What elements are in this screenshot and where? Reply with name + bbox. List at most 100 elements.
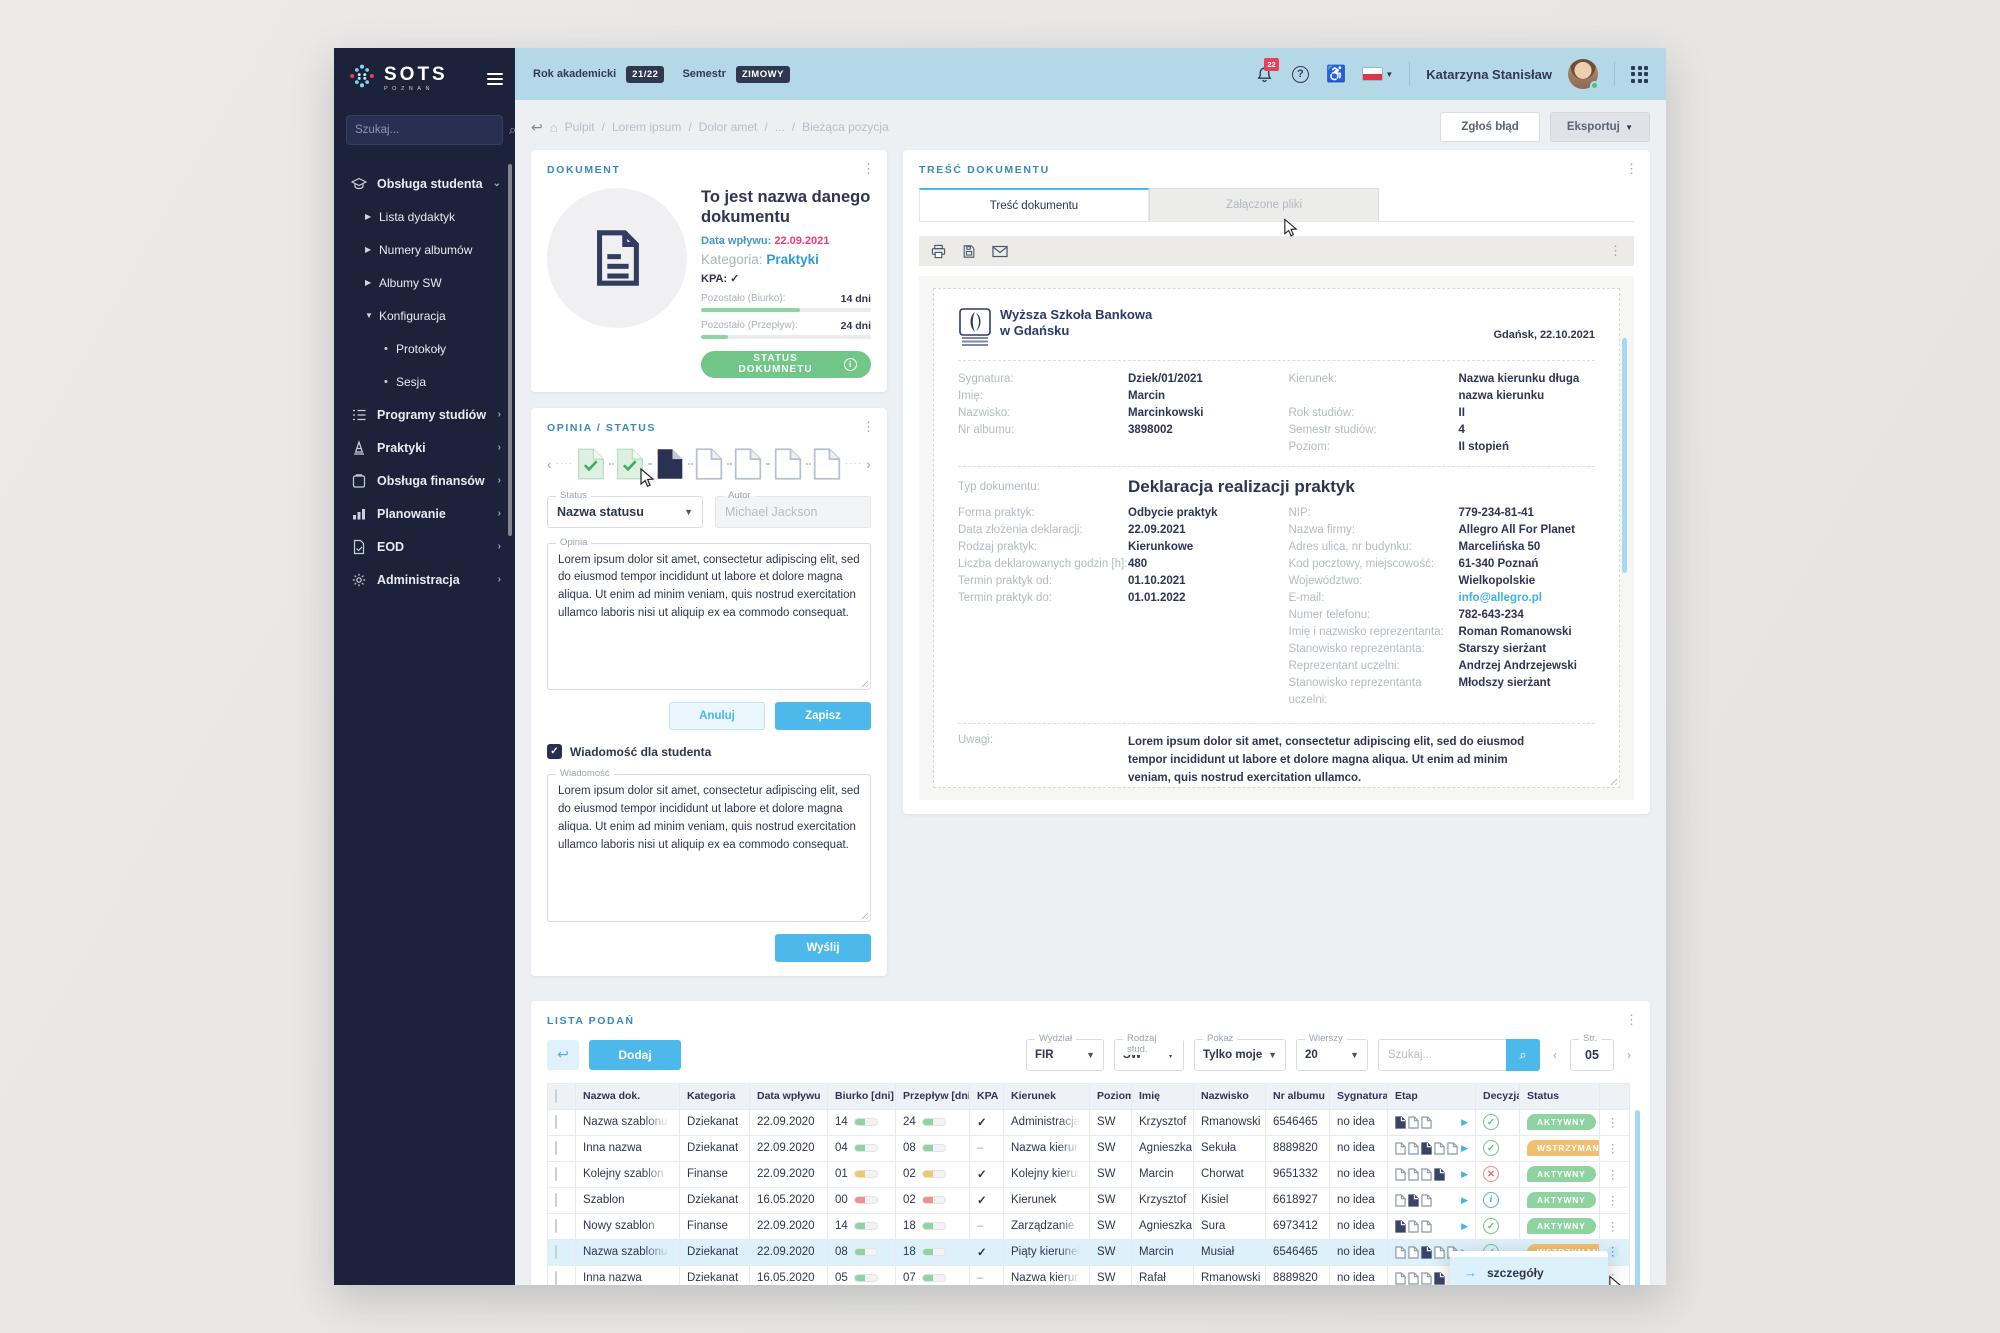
user-avatar[interactable] xyxy=(1568,59,1599,90)
column-header[interactable]: Sygnatura xyxy=(1329,1082,1388,1110)
row-menu-icon[interactable]: ⋮ xyxy=(1607,1169,1619,1182)
status-step-todo-icon[interactable] xyxy=(813,447,841,480)
sidebar-item-administracja[interactable]: Administracja › xyxy=(334,563,515,596)
home-icon[interactable]: ⌂ xyxy=(549,119,558,135)
sidebar-item-eod[interactable]: EOD › xyxy=(334,530,515,563)
row-checkbox[interactable] xyxy=(555,1167,557,1182)
notifications-bell-icon[interactable]: 22 xyxy=(1254,58,1279,84)
report-bug-button[interactable]: Zgłoś błąd xyxy=(1440,112,1540,142)
row-checkbox[interactable] xyxy=(555,1141,557,1156)
column-header[interactable]: Kategoria xyxy=(679,1082,750,1110)
play-icon[interactable]: ▶ xyxy=(1461,1116,1468,1127)
list-back-button[interactable]: ↩ xyxy=(547,1039,579,1070)
row-checkbox[interactable] xyxy=(555,1193,557,1208)
play-icon[interactable]: ▶ xyxy=(1461,1168,1468,1179)
back-icon[interactable]: ↩ xyxy=(531,118,543,135)
status-select[interactable]: Status Nazwa statusu ▼ xyxy=(547,489,703,528)
status-step-todo-icon[interactable] xyxy=(734,447,762,480)
column-header[interactable]: Nazwisko xyxy=(1193,1082,1266,1110)
save-button[interactable]: Zapisz xyxy=(775,702,871,731)
column-header[interactable]: Decyzja xyxy=(1475,1082,1520,1110)
sidebar-item-sesja[interactable]: • Sesja xyxy=(334,365,515,398)
status-step-todo-icon[interactable] xyxy=(774,447,802,480)
column-header[interactable]: Biurko [dni] xyxy=(827,1082,896,1110)
sidebar-item-obs-uga-finans-w[interactable]: Obsługa finansów › xyxy=(334,464,515,497)
table-row[interactable]: Szablon Dziekanat 16.05.2020 00 02 ✓ Kierune… xyxy=(547,1186,1630,1214)
page-prev-icon[interactable]: ‹ xyxy=(1553,1047,1557,1062)
stepper-next-icon[interactable]: › xyxy=(866,455,871,472)
save-file-icon[interactable] xyxy=(962,244,976,259)
print-icon[interactable] xyxy=(931,244,946,259)
user-name[interactable]: Katarzyna Stanisław xyxy=(1426,66,1552,82)
row-checkbox[interactable] xyxy=(555,1245,557,1260)
filter-rodzaj-stud-[interactable]: Rodzaj stud. SW ▼ xyxy=(1114,1032,1184,1071)
table-search-button[interactable]: ⌕ xyxy=(1506,1038,1540,1071)
message-checkbox[interactable]: ✓ xyxy=(547,744,562,760)
toolbar-menu-icon[interactable]: ⋮ xyxy=(1609,243,1622,258)
breadcrumb-item[interactable]: Pulpit xyxy=(564,120,595,134)
column-header[interactable]: Data wpływu xyxy=(749,1082,828,1110)
sidebar-scrollbar[interactable] xyxy=(508,164,512,536)
breadcrumb-item[interactable]: Dolor amet xyxy=(698,120,758,134)
status-step-todo-icon[interactable] xyxy=(695,447,723,480)
play-icon[interactable]: ▶ xyxy=(1461,1194,1468,1205)
resize-grip-icon[interactable] xyxy=(859,678,868,688)
sidebar-item-albumy-sw[interactable]: ▶ Albumy SW xyxy=(334,266,515,299)
filter-poka-[interactable]: Pokaż Tylko moje ▼ xyxy=(1194,1032,1286,1071)
select-all-checkbox[interactable] xyxy=(555,1089,557,1104)
field-value[interactable]: info@allegro.pl xyxy=(1458,592,1542,604)
column-header[interactable]: Nazwa dok. xyxy=(575,1082,680,1110)
table-row[interactable]: Inna nazwa Dziekanat 22.09.2020 04 08 – Nazw… xyxy=(547,1134,1630,1162)
decision-check-icon[interactable]: ✓ xyxy=(1483,1140,1499,1157)
stepper-prev-icon[interactable]: ‹ xyxy=(547,455,552,472)
status-step-current-icon[interactable] xyxy=(656,448,684,480)
sidebar-item-konfiguracja[interactable]: ▼ Konfiguracja xyxy=(334,299,515,332)
context-menu-details[interactable]: → szczegóły xyxy=(1450,1256,1621,1285)
row-checkbox[interactable] xyxy=(555,1271,557,1285)
tab-document-content[interactable]: Treść dokumentu xyxy=(919,188,1149,221)
row-menu-icon[interactable]: ⋮ xyxy=(1607,1195,1619,1208)
table-row[interactable]: Kolejny szablon Finanse 22.09.2020 01 02 ✓ K… xyxy=(547,1160,1630,1188)
sidebar-item-lista-dydaktyk[interactable]: ▶ Lista dydaktyk xyxy=(334,200,515,233)
breadcrumb-item[interactable]: ... xyxy=(774,120,785,134)
decision-info-icon[interactable]: i xyxy=(1483,1192,1499,1209)
decision-check-icon[interactable]: ✓ xyxy=(1483,1114,1499,1131)
decision-check-icon[interactable]: ✓ xyxy=(1483,1218,1499,1235)
document-scrollbar[interactable] xyxy=(1622,338,1627,573)
accessibility-icon[interactable]: ♿ xyxy=(1326,66,1347,83)
sidebar-search-input[interactable] xyxy=(355,124,509,136)
column-header[interactable]: Poziom xyxy=(1089,1082,1132,1110)
play-icon[interactable]: ▶ xyxy=(1461,1142,1468,1153)
send-button[interactable]: Wyślij xyxy=(775,933,871,962)
decision-cross-icon[interactable]: ✕ xyxy=(1483,1166,1499,1183)
breadcrumb-item[interactable]: Bieżąca pozycja xyxy=(802,120,889,134)
status-step-done-icon[interactable] xyxy=(616,448,655,487)
sidebar-item-planowanie[interactable]: Planowanie › xyxy=(334,497,515,530)
category-value[interactable]: Praktyki xyxy=(766,251,819,267)
column-header[interactable]: Imię xyxy=(1131,1082,1194,1110)
column-header[interactable]: KPA xyxy=(969,1082,1004,1110)
resize-grip-icon[interactable] xyxy=(1608,776,1617,785)
sidebar-item-programy-studi-w[interactable]: Programy studiów › xyxy=(334,398,515,431)
row-menu-icon[interactable]: ⋮ xyxy=(1607,1143,1619,1156)
export-button[interactable]: Eksportuj ▼ xyxy=(1549,112,1650,142)
sidebar-item-praktyki[interactable]: Praktyki › xyxy=(334,431,515,464)
column-header[interactable]: Przepływ [dni] xyxy=(895,1082,970,1110)
cancel-button[interactable]: Anuluj xyxy=(669,702,765,731)
resize-grip-icon[interactable] xyxy=(859,909,868,919)
column-header[interactable]: Nr albumu xyxy=(1265,1082,1330,1110)
opinion-textarea[interactable]: Lorem ipsum dolor sit amet, consectetur … xyxy=(558,551,860,677)
search-icon[interactable]: ⌕ xyxy=(509,122,517,137)
play-icon[interactable]: ▶ xyxy=(1461,1220,1468,1231)
opinion-card-menu-icon[interactable]: ⋮ xyxy=(862,418,875,434)
status-step-done-icon[interactable] xyxy=(577,448,605,480)
email-icon[interactable] xyxy=(992,245,1008,258)
column-header[interactable]: Etap xyxy=(1387,1082,1476,1110)
sidebar-item-numery-album-w[interactable]: ▶ Numery albumów xyxy=(334,233,515,266)
row-checkbox[interactable] xyxy=(555,1219,557,1234)
academic-year-badge[interactable]: 21/22 xyxy=(626,65,665,83)
apps-grid-icon[interactable] xyxy=(1631,65,1648,83)
row-menu-icon[interactable]: ⋮ xyxy=(1607,1221,1619,1234)
sidebar-item-obs-uga-studenta[interactable]: Obsługa studenta ⌄ xyxy=(334,167,515,200)
content-panel-menu-icon[interactable]: ⋮ xyxy=(1625,161,1638,176)
